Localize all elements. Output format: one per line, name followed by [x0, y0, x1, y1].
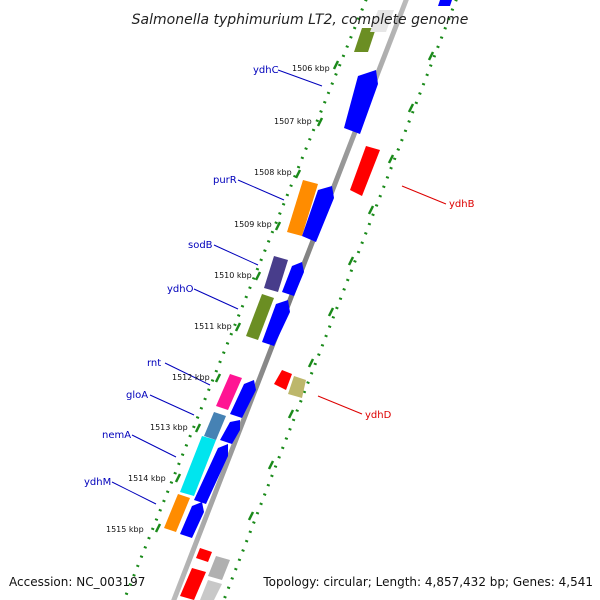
gene-arrow-forward [180, 502, 204, 538]
gene-label-forward[interactable]: rnt [147, 358, 161, 369]
gene-label-reverse[interactable]: ydhD [365, 410, 392, 421]
gene-block-sodB [264, 256, 288, 292]
gene-label-forward[interactable]: ydhC [253, 65, 279, 76]
kbp-label: 1509 kbp [234, 220, 272, 229]
leader-line-sodB [213, 244, 259, 266]
leader-line-nemA [131, 434, 177, 458]
leader-line-ydhM [111, 481, 157, 505]
inner-track-major-tick [247, 511, 255, 521]
gene-arrow-forward [302, 186, 334, 242]
gene-block-ydhM [164, 494, 190, 532]
outer-track-major-tick [154, 523, 162, 533]
outer-track-major-tick [316, 117, 324, 127]
outer-track-major-tick [234, 322, 242, 332]
leader-line-ydhD [317, 395, 363, 415]
inner-track-major-tick [307, 358, 315, 368]
inner-track-major-tick [347, 256, 355, 266]
gene-block-nemA [180, 436, 216, 496]
gene-arrow-forward [438, 0, 452, 6]
kbp-label: 1512 kbp [172, 373, 210, 382]
outer-track-major-tick [274, 221, 282, 231]
inner-tick-track [222, 0, 458, 600]
leader-line-purR [237, 179, 285, 201]
outer-tick-track [122, 0, 368, 600]
gene-arrow-forward [220, 420, 240, 444]
gene-label-forward[interactable]: gloA [126, 390, 148, 401]
gene-arrow-ydhD-red [274, 370, 292, 390]
leader-line-gloA [149, 394, 195, 416]
kbp-label: 1508 kbp [254, 168, 292, 177]
outer-track-major-tick [332, 60, 340, 70]
gene-arrow-ydhB [350, 146, 380, 196]
gene-block-ydhD-khaki [288, 376, 306, 398]
outer-track-major-tick [214, 373, 222, 383]
accession-text: Accession: NC_003197 [9, 575, 145, 589]
outer-track-major-tick [194, 423, 202, 433]
inner-track-major-tick [327, 307, 335, 317]
leader-line-ydhB [401, 185, 447, 205]
outer-track-major-tick [294, 169, 302, 179]
gene-arrow-forward [262, 300, 290, 346]
gene-block-purR [287, 180, 318, 236]
inner-track-major-tick [367, 205, 375, 215]
gene-arrow-forward [230, 380, 256, 418]
kbp-label: 1511 kbp [194, 322, 232, 331]
inner-track-major-tick [287, 409, 295, 419]
map-title: Salmonella typhimurium LT2, complete gen… [132, 12, 469, 28]
gene-label-forward[interactable]: sodB [188, 240, 213, 251]
gene-block-grey-lower [208, 556, 230, 580]
gene-label-forward[interactable]: ydhO [167, 284, 194, 295]
gene-block-grey-bottom [200, 580, 222, 600]
gene-arrow-red-lower [196, 548, 212, 562]
gene-block-light-top [370, 10, 394, 32]
kbp-label: 1514 kbp [128, 474, 166, 483]
gene-arrow-forward [194, 444, 228, 504]
gene-block-rnt [216, 374, 242, 410]
inner-track-major-tick [407, 103, 415, 113]
kbp-label: 1515 kbp [106, 525, 144, 534]
gene-label-forward[interactable]: nemA [102, 430, 131, 441]
gene-block-gloA [204, 412, 226, 440]
gene-block-red-bottom [180, 568, 206, 600]
kbp-label: 1507 kbp [274, 117, 312, 126]
gene-arrow-forward [282, 262, 304, 296]
gene-arrow-forward [344, 70, 378, 134]
outer-track-major-tick [174, 473, 182, 483]
inner-track-major-tick [387, 154, 395, 164]
gene-block-olive-top [354, 28, 376, 52]
gene-label-reverse[interactable]: ydhB [449, 199, 475, 210]
gene-label-forward[interactable]: purR [213, 175, 237, 186]
leader-line-rnt [164, 362, 211, 386]
kbp-label: 1506 kbp [292, 64, 330, 73]
outer-track-major-tick [254, 271, 262, 281]
kbp-label: 1510 kbp [214, 271, 252, 280]
inner-track-major-tick [427, 51, 435, 61]
leader-line-ydhC [277, 69, 323, 87]
gene-block-ydhO [246, 294, 274, 340]
kbp-label: 1513 kbp [150, 423, 188, 432]
gene-label-forward[interactable]: ydhM [84, 477, 111, 488]
topology-text: Topology: circular; Length: 4,857,432 bp… [262, 575, 593, 589]
leader-line-ydhO [193, 288, 239, 310]
inner-track-major-tick [267, 460, 275, 470]
